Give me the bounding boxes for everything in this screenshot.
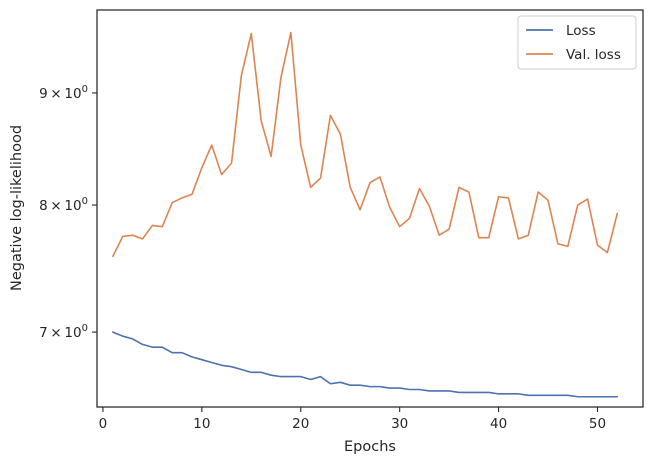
y-tick-label: 9 × 100 xyxy=(39,84,88,102)
y-tick-label: 8 × 100 xyxy=(39,196,88,214)
y-tick-label: 7 × 100 xyxy=(39,323,88,341)
legend: Loss Val. loss xyxy=(517,15,637,70)
x-tick-label: 40 xyxy=(490,416,507,432)
legend-label-loss: Loss xyxy=(566,23,596,39)
series-layer xyxy=(112,31,619,398)
x-tick-label: 20 xyxy=(292,416,309,432)
x-axis-label: Epochs xyxy=(344,439,396,455)
x-tick-label: 0 xyxy=(99,416,108,432)
x-axis-ticks: 0 10 20 30 40 50 xyxy=(99,407,606,432)
y-axis-label: Negative log-likelihood xyxy=(9,125,25,291)
x-tick-label: 30 xyxy=(391,416,408,432)
plot-frame xyxy=(96,9,644,408)
plot-area: 0 10 20 30 40 50 7 × 100 8 × 100 9 × 100 xyxy=(39,9,644,432)
legend-label-val-loss: Val. loss xyxy=(566,47,621,63)
series-line-val-loss xyxy=(112,31,619,258)
y-axis-ticks: 7 × 100 8 × 100 9 × 100 xyxy=(39,84,97,341)
x-tick-label: 10 xyxy=(193,416,210,432)
x-tick-label: 50 xyxy=(589,416,606,432)
series-line-loss xyxy=(112,331,619,398)
